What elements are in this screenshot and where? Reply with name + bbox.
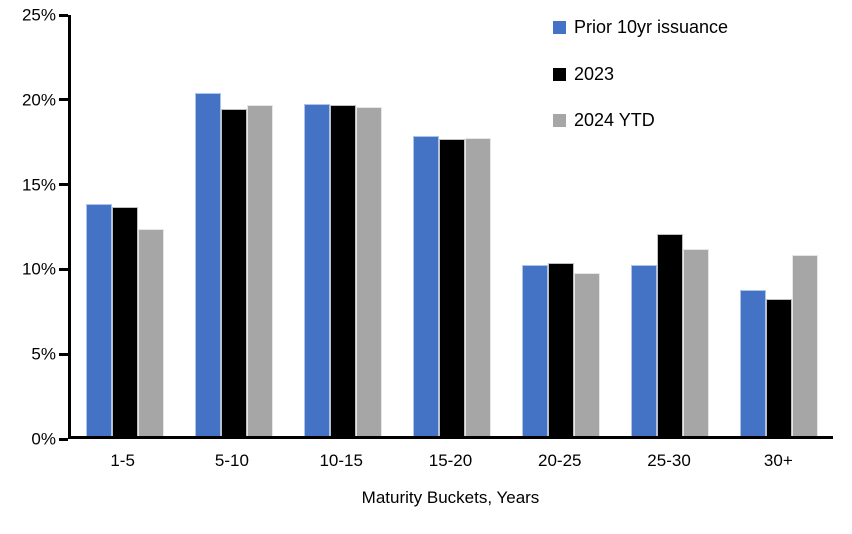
bar-prior-10yr-issuance-20-25: [521, 264, 548, 436]
bar-2024-ytd-1-5: [138, 229, 165, 436]
bar-2024-ytd-30+: [791, 254, 818, 436]
bar-prior-10yr-issuance-25-30: [630, 264, 657, 436]
bar-2024-ytd-5-10: [247, 105, 274, 436]
bar-prior-10yr-issuance-10-15: [304, 103, 331, 436]
bar-2024-ytd-15-20: [465, 137, 491, 436]
bar-group-1-5: [71, 15, 180, 436]
legend-label: 2024 YTD: [574, 110, 655, 130]
x-axis-label-30+: 30+: [763, 451, 793, 470]
bar-2023-30+: [765, 298, 792, 436]
bar-group-10-15: [289, 15, 398, 436]
x-axis-labels: 1-5 5-10 10-15 15-20 20-25 25-30 30+: [68, 451, 833, 471]
legend-item-prior-10yr-issuance: Prior 10yr issuance: [553, 18, 728, 36]
bar-prior-10yr-issuance-5-10: [195, 93, 222, 436]
bar-2024-ytd-10-15: [356, 107, 383, 436]
y-axis-tick-label: 5%: [31, 344, 56, 364]
y-axis-tick-label: 10%: [21, 259, 56, 279]
plot-area: [68, 15, 833, 439]
bar-2023-25-30: [656, 234, 683, 436]
x-axis-label-5-10: 5-10: [214, 451, 249, 470]
x-axis-label-25-30: 25-30: [647, 451, 691, 470]
bar-2023-1-5: [112, 207, 139, 436]
x-axis-label-20-25: 20-25: [538, 451, 582, 470]
y-axis-tick: [59, 183, 68, 187]
bar-group-25-30: [615, 15, 724, 436]
x-axis-label-10-15: 10-15: [319, 451, 363, 470]
bar-prior-10yr-issuance-1-5: [86, 203, 113, 436]
y-axis-tick: [59, 98, 68, 102]
legend-label: 2023: [574, 64, 615, 84]
x-axis-title: Maturity Buckets, Years: [361, 488, 540, 507]
bar-group-5-10: [180, 15, 289, 436]
bars-container: [71, 15, 833, 436]
bar-2024-ytd-20-25: [573, 273, 600, 436]
legend-swatch-icon: [553, 67, 566, 81]
bar-prior-10yr-issuance-15-20: [413, 135, 439, 436]
y-axis-tick-label: 15%: [21, 175, 56, 195]
y-axis-tick-label: 25%: [21, 5, 56, 25]
bar-2023-10-15: [330, 105, 357, 436]
legend-item-2023: 2023: [553, 65, 614, 83]
bar-2023-20-25: [547, 263, 574, 436]
y-axis-tick-label: 20%: [21, 90, 56, 110]
legend-swatch-icon: [553, 113, 566, 127]
x-axis-label-15-20: 15-20: [428, 451, 473, 470]
bar-2023-15-20: [439, 139, 465, 436]
bar-group-30+: [724, 15, 833, 436]
y-axis-tick-label: 0%: [31, 429, 56, 449]
x-axis-label-1-5: 1-5: [110, 451, 135, 470]
bar-group-20-25: [506, 15, 615, 436]
legend-swatch-icon: [553, 20, 566, 34]
legend-label: Prior 10yr issuance: [574, 17, 729, 37]
y-axis-tick: [59, 267, 68, 271]
y-axis-tick: [59, 352, 68, 356]
bar-prior-10yr-issuance-30+: [739, 290, 766, 436]
bar-group-15-20: [398, 15, 507, 436]
legend-item-2024-ytd: 2024 YTD: [553, 111, 655, 129]
y-axis-tick: [59, 437, 68, 441]
bar-2024-ytd-25-30: [682, 249, 709, 436]
bar-2023-5-10: [221, 108, 248, 436]
y-axis-tick: [59, 13, 68, 17]
